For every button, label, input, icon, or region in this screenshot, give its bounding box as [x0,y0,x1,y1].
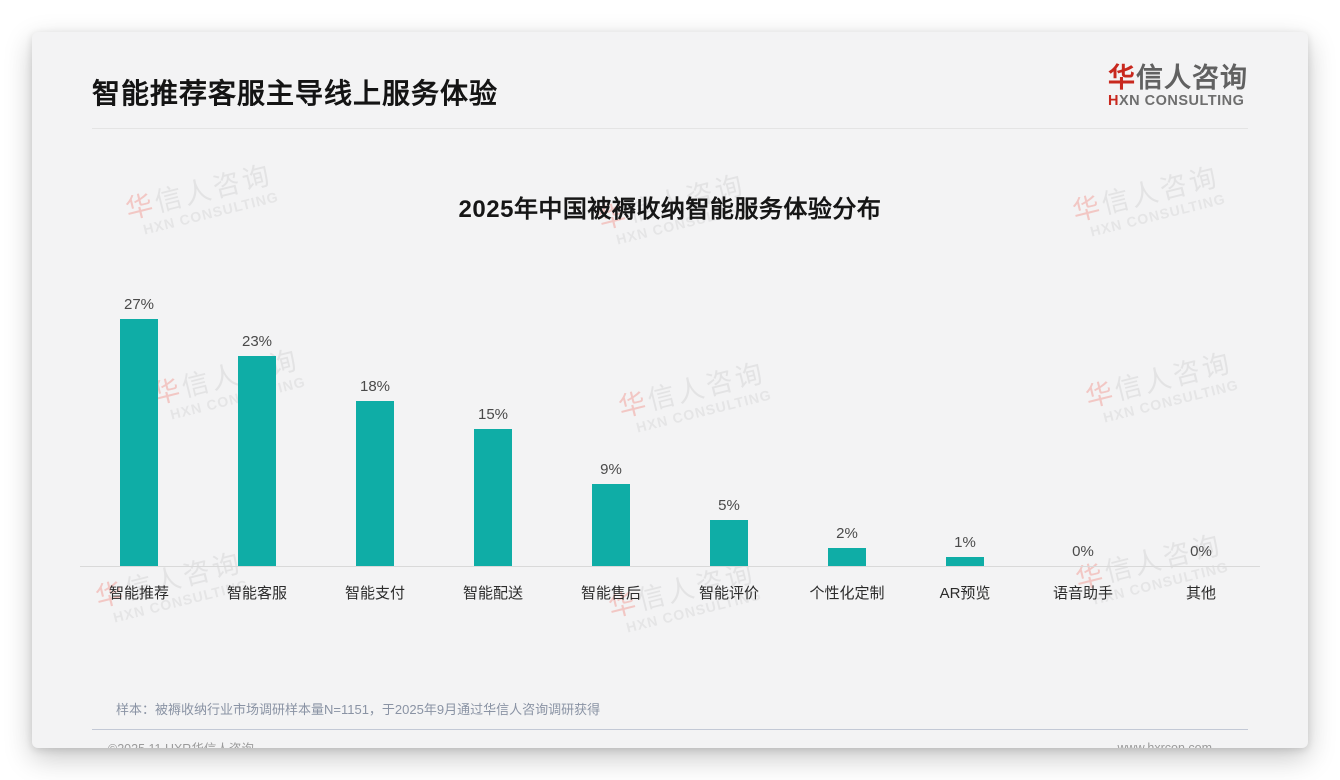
bar [828,548,866,566]
header: 智能推荐客服主导线上服务体验 华信人咨询 HXN CONSULTING [92,63,1248,112]
bar-column: 15% [434,406,552,566]
chart-title: 2025年中国被褥收纳智能服务体验分布 [458,196,882,223]
bar-value-label: 27% [123,296,155,313]
logo-en-rest: XN CONSULTING [1118,92,1245,109]
category-label: 智能配送 [462,585,523,602]
bar [474,429,512,566]
page-title: 智能推荐客服主导线上服务体验 [92,78,499,109]
category-label: 个性化定制 [809,585,885,602]
logo-cn-rest: 信人咨询 [1136,63,1248,93]
bar-value-label: 15% [477,406,509,423]
bar-value-label: 9% [600,461,622,478]
category-label: 智能支付 [344,585,405,602]
bar-chart-plot-area: 27% 23% 18% 15% 9% 5% 2% 1% 0% 0% [80,296,1260,567]
bar-column: 5% [670,497,788,566]
bar [592,484,630,566]
bar-column: 2% [788,525,906,566]
bar-column: 0% [1024,543,1142,566]
footer: ©2025.11 HXR华信人咨询 www.hxrcon.com [92,730,1248,749]
report-card: 华信人咨询 HXN CONSULTING 华信人咨询 HXN CONSULTING 华信… [32,32,1308,748]
bar-column: 0% [1142,543,1260,566]
category-axis: 智能推荐 智能客服 智能支付 智能配送 智能售后 智能评价 个性化定制 AR预览 语音助手 其他 [80,567,1260,603]
category-label: 智能推荐 [108,585,169,602]
brand-logo: 华信人咨询 HXN CONSULTING [1108,63,1248,110]
bar-value-label: 1% [954,534,976,551]
category-label: 语音助手 [1052,585,1113,602]
bar-value-label: 18% [359,378,391,395]
website-text: www.hxrcon.com [1117,740,1212,749]
logo-chinese-name: 华信人咨询 [1108,63,1248,94]
bar [946,557,984,566]
bar [710,520,748,566]
bar-column: 23% [198,333,316,566]
copyright-text: ©2025.11 HXR华信人咨询 [108,738,254,748]
bar-column: 18% [316,378,434,566]
category-label: AR预览 [939,585,991,602]
bar-value-label: 2% [836,525,858,542]
bar [120,319,158,566]
logo-english-name: HXN CONSULTING [1108,92,1248,110]
bar-column: 9% [552,461,670,566]
category-label: 其他 [1185,585,1216,602]
bar-value-label: 0% [1190,543,1212,560]
footer-divider [92,729,1248,730]
bar [238,356,276,566]
bar-value-label: 5% [718,497,740,514]
bar [356,401,394,566]
category-label: 智能客服 [226,585,287,602]
bar-value-label: 23% [241,333,273,350]
logo-en-accent: H [1108,92,1119,109]
bar-column: 1% [906,534,1024,566]
bar-column: 27% [80,296,198,566]
category-label: 智能售后 [580,585,641,602]
header-divider [92,128,1248,129]
sample-note: 样本：被褥收纳行业市场调研样本量N=1151，于2025年9月通过华信人咨询调研… [116,702,601,717]
logo-cn-accent: 华 [1108,63,1136,93]
bar-value-label: 0% [1072,543,1094,560]
category-label: 智能评价 [698,585,759,602]
